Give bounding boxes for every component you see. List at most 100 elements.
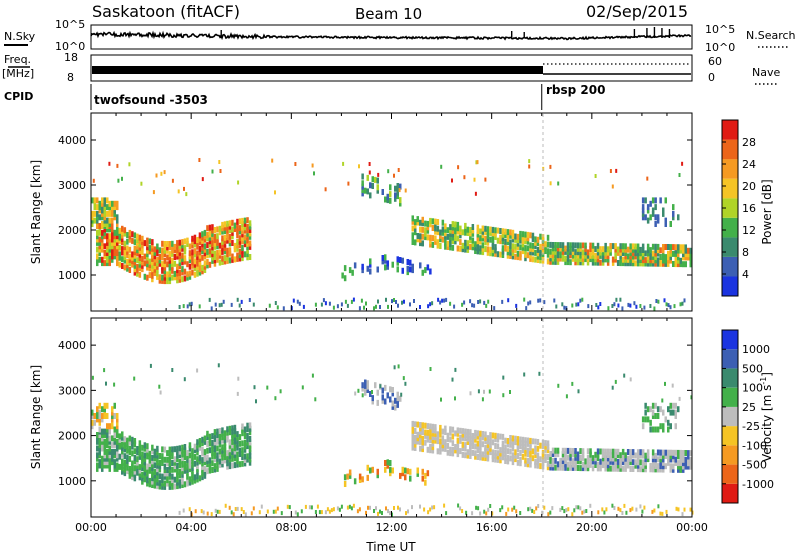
echo-cell-1184 bbox=[667, 254, 670, 261]
echo-cell-613 bbox=[374, 382, 377, 389]
echo-cell-1299 bbox=[677, 214, 680, 221]
echo-cell-848 bbox=[506, 235, 510, 242]
echo-cell-413 bbox=[211, 460, 214, 467]
echo-cell-728 bbox=[451, 224, 455, 231]
echo-cell-1484 bbox=[565, 394, 568, 399]
echo-cell-1422 bbox=[583, 509, 586, 514]
echo-cell-664 bbox=[421, 435, 424, 442]
echo-cell-474 bbox=[228, 250, 232, 257]
echo-cell-245 bbox=[163, 473, 167, 480]
echo-cell-887 bbox=[519, 443, 522, 450]
echo-cell-1227 bbox=[358, 473, 362, 480]
echo-cell-1243 bbox=[381, 255, 384, 261]
echo-cell-519 bbox=[241, 231, 244, 238]
echo-cell-416 bbox=[211, 446, 214, 453]
echo-cell-222 bbox=[156, 250, 159, 257]
echo-cell-1297 bbox=[672, 210, 675, 217]
echo-cell-1257 bbox=[406, 265, 409, 272]
echo-cell-754 bbox=[464, 442, 467, 449]
echo-cell-360 bbox=[196, 240, 199, 247]
echo-cell-1254 bbox=[401, 267, 404, 274]
echo-cell-719 bbox=[446, 442, 450, 449]
echo-cell-298 bbox=[178, 263, 182, 270]
echo-cell-269 bbox=[168, 241, 172, 247]
echo-cell-1482 bbox=[594, 174, 597, 178]
noise-search-label: N.Search bbox=[746, 29, 796, 42]
echo-cell-952 bbox=[549, 464, 552, 471]
echo-cell-1366 bbox=[449, 301, 452, 306]
echo-cell-567 bbox=[98, 207, 101, 214]
echo-cell-477 bbox=[228, 237, 232, 244]
echo-cell-1133 bbox=[644, 466, 647, 473]
echo-cell-575 bbox=[98, 402, 101, 409]
echo-cell-462 bbox=[223, 221, 227, 228]
echo-cell-1361 bbox=[385, 506, 387, 511]
echo-cell-1120 bbox=[634, 243, 637, 250]
echo-cell-1141 bbox=[646, 260, 650, 267]
echo-cell-207 bbox=[153, 482, 157, 489]
echo-cell-537 bbox=[246, 237, 249, 244]
echo-cell-821 bbox=[489, 432, 492, 439]
echo-cell-4 bbox=[96, 445, 99, 452]
echo-cell-1169 bbox=[659, 257, 662, 264]
echo-cell-674 bbox=[426, 433, 430, 440]
echo-cell-1252 bbox=[416, 467, 419, 474]
echo-cell-1407 bbox=[617, 303, 620, 308]
echo-cell-363 bbox=[196, 466, 199, 473]
echo-cell-867 bbox=[514, 243, 517, 250]
echo-cell-153 bbox=[136, 237, 139, 243]
echo-cell-225 bbox=[158, 277, 162, 284]
echo-cell-141 bbox=[133, 249, 137, 256]
echo-cell-1002 bbox=[574, 458, 577, 465]
echo-cell-13 bbox=[98, 442, 101, 449]
echo-cell-1165 bbox=[656, 250, 660, 257]
echo-cell-986 bbox=[566, 245, 570, 252]
echo-cell-773 bbox=[471, 443, 475, 450]
echo-cell-54 bbox=[108, 445, 111, 452]
echo-cell-160 bbox=[141, 475, 144, 482]
echo-cell-243 bbox=[163, 483, 167, 490]
echo-cell-239 bbox=[161, 240, 164, 247]
echo-cell-915 bbox=[529, 437, 532, 444]
echo-cell-922 bbox=[534, 448, 537, 455]
echo-cell-121 bbox=[128, 267, 132, 273]
echo-cell-254 bbox=[166, 470, 169, 477]
echo-cell-703 bbox=[441, 226, 445, 233]
echo-cell-1432 bbox=[619, 508, 622, 513]
echo-cell-1184 bbox=[672, 456, 675, 463]
echo-cell-344 bbox=[191, 478, 194, 485]
echo-cell-1443 bbox=[653, 508, 656, 513]
echo-cell-577 bbox=[101, 413, 104, 419]
echo-cell-1434 bbox=[678, 173, 681, 177]
echo-cell-688 bbox=[431, 434, 435, 440]
echo-cell-319 bbox=[183, 467, 187, 474]
echo-cell-1317 bbox=[252, 302, 255, 307]
echo-cell-886 bbox=[519, 450, 522, 456]
echo-cell-670 bbox=[424, 230, 427, 237]
echo-cell-93 bbox=[118, 231, 121, 238]
echo-cell-358 bbox=[193, 447, 197, 454]
echo-cell-1157 bbox=[654, 260, 657, 267]
echo-cell-1261 bbox=[411, 267, 414, 274]
echo-cell-1320 bbox=[276, 305, 279, 310]
echo-cell-577 bbox=[103, 221, 106, 227]
echo-cell-1348 bbox=[387, 304, 389, 309]
echo-cell-1058 bbox=[601, 246, 605, 253]
echo-cell-895 bbox=[524, 460, 527, 467]
echo-cell-1191 bbox=[677, 463, 680, 470]
echo-cell-1236 bbox=[361, 263, 364, 270]
echo-cell-907 bbox=[531, 249, 535, 256]
echo-cell-772 bbox=[471, 449, 475, 456]
echo-cell-99 bbox=[121, 239, 124, 246]
echo-cell-1484 bbox=[611, 184, 614, 189]
echo-cell-487 bbox=[231, 226, 234, 233]
echo-cell-515 bbox=[241, 248, 244, 255]
echo-cell-134 bbox=[133, 475, 137, 482]
echo-cell-998 bbox=[571, 451, 575, 458]
x-label-0: 00:00 bbox=[75, 521, 107, 534]
echo-cell-872 bbox=[511, 435, 515, 442]
echo-cell-1313 bbox=[234, 507, 237, 511]
echo-cell-633 bbox=[396, 395, 399, 402]
echo-cell-494 bbox=[231, 438, 234, 445]
echo-cell-669 bbox=[424, 234, 427, 241]
